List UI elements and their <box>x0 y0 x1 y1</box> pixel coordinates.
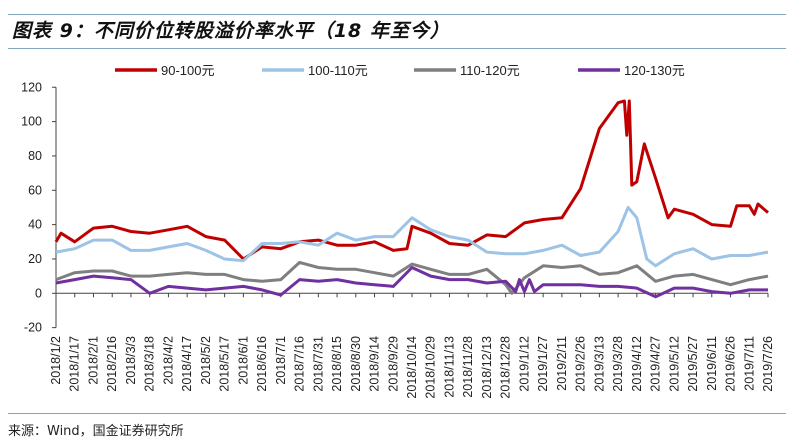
y-tick-label: 0 <box>35 286 42 300</box>
x-tick-label: 2019/4/12 <box>630 336 644 392</box>
x-tick-label: 2018/7/16 <box>293 336 307 392</box>
y-tick-label: -20 <box>24 321 42 335</box>
series-line-1 <box>54 99 769 261</box>
x-tick-label: 2019/3/13 <box>592 336 606 392</box>
x-tick-label: 2018/12/28 <box>499 336 513 399</box>
x-tick-label: 2018/7/1 <box>274 336 288 385</box>
y-tick-label: 80 <box>28 149 42 163</box>
title-top-rule <box>8 14 786 15</box>
x-tick-label: 2018/5/2 <box>199 336 213 385</box>
x-tick-label: 2019/7/26 <box>761 336 775 392</box>
chart-title: 图表 9：不同价位转股溢价率水平（18 年至今） <box>12 20 450 42</box>
x-tick-label: 2018/3/3 <box>124 336 138 385</box>
x-tick-label: 2018/10/29 <box>424 336 438 399</box>
y-tick-label: 20 <box>28 252 42 266</box>
x-tick-label: 2019/1/27 <box>536 336 550 392</box>
x-tick-label: 2018/4/2 <box>161 336 175 385</box>
legend-label-1: 90-100元 <box>161 63 214 78</box>
y-tick-label: 120 <box>21 80 42 94</box>
y-tick-label: 60 <box>28 183 42 197</box>
x-tick-label: 2019/1/12 <box>517 336 531 392</box>
x-tick-label: 2019/2/26 <box>574 336 588 392</box>
x-tick-label: 2019/5/12 <box>667 336 681 392</box>
x-tick-label: 2018/10/14 <box>405 336 419 399</box>
x-tick-label: 2018/6/1 <box>236 336 250 385</box>
x-tick-label: 2018/9/14 <box>368 336 382 392</box>
series-line-4 <box>55 266 768 299</box>
source-rule <box>8 413 786 414</box>
x-tick-label: 2019/2/11 <box>555 336 569 391</box>
x-tick-label: 2019/7/11 <box>742 336 756 391</box>
legend-label-4: 120-130元 <box>624 63 685 78</box>
x-tick-label: 2018/6/16 <box>255 336 269 392</box>
series-line-2 <box>55 205 769 268</box>
x-tick-label: 2018/1/2 <box>49 336 63 385</box>
x-tick-label: 2018/8/30 <box>349 336 363 392</box>
y-tick-label: 40 <box>28 218 42 232</box>
x-tick-label: 2019/5/27 <box>686 336 700 392</box>
legend-label-3: 110-120元 <box>460 63 520 78</box>
x-tick-label: 2018/12/13 <box>480 336 494 399</box>
x-tick-label: 2018/11/13 <box>442 336 456 398</box>
x-tick-label: 2018/11/28 <box>461 336 475 398</box>
x-tick-label: 2018/5/17 <box>218 336 232 392</box>
x-tick-label: 2018/8/15 <box>330 336 344 392</box>
source-note: 来源：Wind，国金证券研究所 <box>8 424 184 439</box>
x-tick-label: 2018/3/18 <box>143 336 157 392</box>
x-tick-label: 2019/6/11 <box>705 336 719 391</box>
series-line-3 <box>55 260 769 295</box>
x-tick-label: 2018/7/31 <box>311 336 325 392</box>
x-tick-label: 2019/3/28 <box>611 336 625 392</box>
x-tick-label: 2018/4/17 <box>180 336 194 392</box>
legend-label-2: 100-110元 <box>308 63 368 78</box>
x-tick-label: 2018/2/1 <box>86 336 100 385</box>
y-tick-label: 100 <box>21 115 42 129</box>
x-tick-label: 2018/1/17 <box>68 336 82 392</box>
title-bottom-rule <box>8 48 786 49</box>
x-tick-label: 2018/9/29 <box>386 336 400 392</box>
x-tick-label: 2019/4/27 <box>649 336 663 392</box>
x-tick-label: 2019/6/26 <box>724 336 738 392</box>
x-tick-label: 2018/2/16 <box>105 336 119 392</box>
